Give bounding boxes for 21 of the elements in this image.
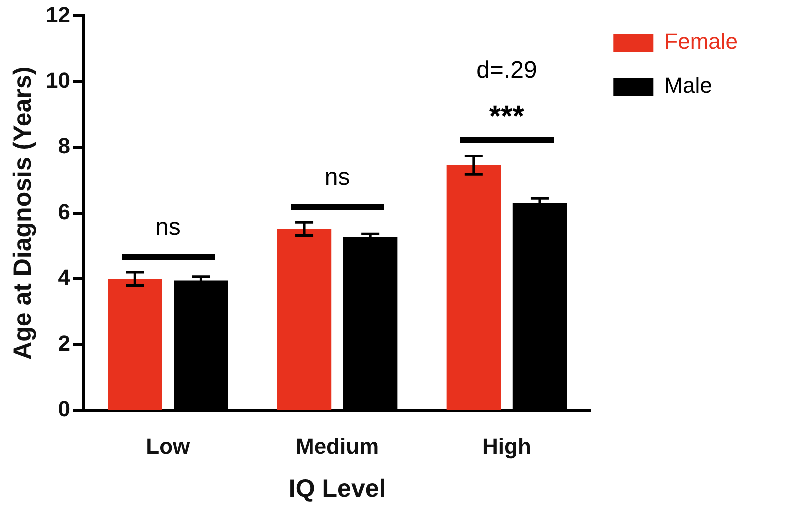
y-tick-label: 2: [58, 330, 70, 356]
y-tick-label: 6: [58, 199, 70, 224]
bar: [108, 279, 162, 410]
y-tick-label: 8: [58, 134, 70, 159]
y-tick-label: 12: [46, 2, 70, 28]
y-axis-title: Age at Diagnosis (Years): [8, 66, 37, 360]
legend-label: Male: [664, 73, 712, 98]
annotation: ***: [489, 100, 525, 134]
bar: [277, 229, 332, 410]
x-axis-title: IQ Level: [288, 474, 386, 503]
annotation: d=.29: [476, 56, 538, 84]
y-tick-label: 10: [46, 68, 70, 93]
bar: [446, 165, 501, 410]
x-tick-label: Low: [146, 434, 192, 459]
y-tick-label: 4: [58, 265, 72, 290]
x-tick-label: Medium: [296, 434, 380, 459]
annotation: ns: [324, 164, 350, 192]
annotation: ns: [155, 214, 181, 242]
x-tick-label: High: [482, 434, 532, 459]
legend-label: Female: [664, 29, 738, 54]
y-tick-label: 0: [58, 396, 70, 422]
